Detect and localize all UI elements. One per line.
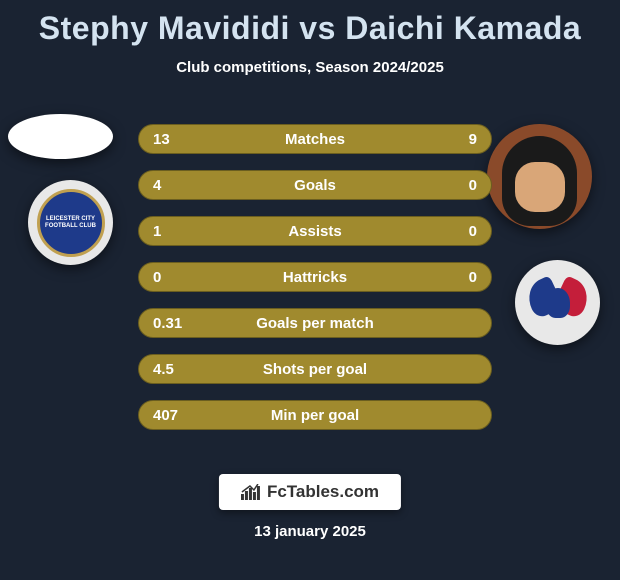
- stat-label: Goals: [139, 177, 491, 194]
- stat-left-value: 4.5: [153, 361, 174, 378]
- stat-right-value: 0: [469, 269, 477, 286]
- stat-left-value: 4: [153, 177, 161, 194]
- player-left-avatar: [8, 114, 113, 159]
- stats-container: 13Matches94Goals01Assists00Hattricks00.3…: [138, 124, 492, 446]
- stat-label: Assists: [139, 223, 491, 240]
- stat-row: 0Hattricks0: [138, 262, 492, 292]
- club-right-badge: [515, 260, 600, 345]
- comparison-date: 13 january 2025: [0, 523, 620, 540]
- branding-box: FcTables.com: [219, 474, 401, 510]
- branding-text: FcTables.com: [267, 482, 379, 502]
- stat-left-value: 1: [153, 223, 161, 240]
- stat-left-value: 0: [153, 269, 161, 286]
- stat-label: Matches: [139, 131, 491, 148]
- stat-left-value: 13: [153, 131, 170, 148]
- stat-row: 13Matches9: [138, 124, 492, 154]
- stat-right-value: 0: [469, 177, 477, 194]
- stat-label: Min per goal: [139, 407, 491, 424]
- stat-left-value: 407: [153, 407, 178, 424]
- club-left-badge: LEICESTER CITY FOOTBALL CLUB: [28, 180, 113, 265]
- stat-right-value: 0: [469, 223, 477, 240]
- stat-right-value: 9: [469, 131, 477, 148]
- stat-row: 407Min per goal: [138, 400, 492, 430]
- stat-label: Goals per match: [139, 315, 491, 332]
- chart-icon: [241, 484, 261, 500]
- stat-left-value: 0.31: [153, 315, 182, 332]
- stat-row: 1Assists0: [138, 216, 492, 246]
- comparison-subtitle: Club competitions, Season 2024/2025: [0, 59, 620, 76]
- comparison-title: Stephy Mavididi vs Daichi Kamada: [0, 0, 620, 47]
- stat-row: 4.5Shots per goal: [138, 354, 492, 384]
- stat-label: Shots per goal: [139, 361, 491, 378]
- leicester-crest: LEICESTER CITY FOOTBALL CLUB: [37, 189, 105, 257]
- stat-label: Hattricks: [139, 269, 491, 286]
- stat-row: 0.31Goals per match: [138, 308, 492, 338]
- player-right-avatar: [487, 124, 592, 229]
- palace-crest: [528, 278, 588, 328]
- stat-row: 4Goals0: [138, 170, 492, 200]
